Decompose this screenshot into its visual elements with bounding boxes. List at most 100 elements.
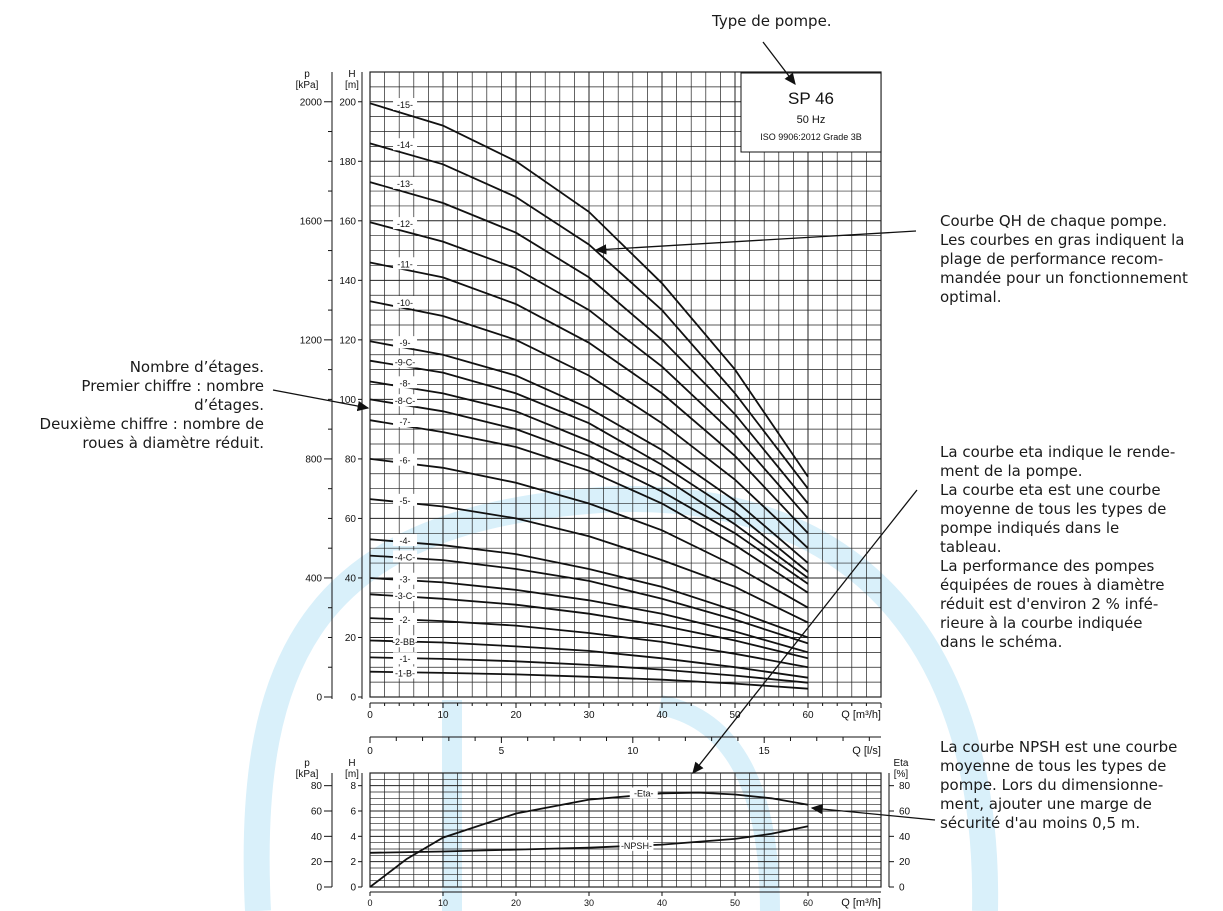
h-tick-label: 0 <box>350 883 356 894</box>
h-tick-label: 20 <box>345 633 357 644</box>
qh-curve-8-C <box>369 398 809 585</box>
q-tick-label: 60 <box>803 898 813 908</box>
curve-label-bg <box>393 635 418 648</box>
p-tick-label: 40 <box>311 832 323 843</box>
pump-type-arrow <box>762 41 796 86</box>
ls-tick-label: 5 <box>499 746 505 757</box>
curve-label-bg <box>393 612 418 625</box>
curve-label-bg <box>393 666 418 679</box>
p-tick-label: 1600 <box>300 216 323 227</box>
qh-curve-5 <box>369 498 809 624</box>
curve-label-9: -9- <box>400 338 411 348</box>
qh-curve-10 <box>369 300 809 549</box>
curve-label-12: -12- <box>397 219 413 229</box>
h-tick-label: 60 <box>345 514 357 525</box>
curve-label-bg <box>393 550 418 563</box>
qh-curve-1 <box>369 656 809 684</box>
curve-label-7: -7- <box>400 417 411 427</box>
pump-standard: ISO 9906:2012 Grade 3B <box>760 132 862 142</box>
curve-label-bg <box>393 336 418 349</box>
curve-label-bg <box>393 376 418 389</box>
npsh-curve-annotation: La courbe NPSH est une courbe moyenne de… <box>940 738 1178 832</box>
qh-curve-4 <box>369 538 809 639</box>
curve-label-8: -8- <box>400 378 411 388</box>
ls-tick-label: 0 <box>367 746 373 757</box>
ls-axis-title: Q [l/s] <box>852 745 881 757</box>
p-tick-label: 0 <box>316 693 322 704</box>
q-tick-label: 30 <box>583 710 595 721</box>
qh-curve-arrow <box>594 230 917 255</box>
p-tick-label: 80 <box>311 781 323 792</box>
pump-type-annotation: Type de pompe. <box>712 12 832 30</box>
q-tick-label: 50 <box>730 898 740 908</box>
qh-chart-grid <box>369 71 882 698</box>
curve-label-4-C: -4-C- <box>395 552 416 562</box>
curve-label-bg <box>393 493 418 506</box>
h-tick-label: 180 <box>339 157 356 168</box>
curve-label-6: -6- <box>400 456 411 466</box>
eta-tick-label: 40 <box>899 832 911 843</box>
q-axis-title: Q [m³/h] <box>841 897 881 909</box>
h-tick-label: 6 <box>350 807 356 818</box>
qh-curve-annotation: Courbe QH de chaque pompe. Les courbes e… <box>940 212 1188 306</box>
qh-curve-3 <box>369 577 809 654</box>
curve-label-2: -2- <box>400 615 411 625</box>
pump-model: SP 46 <box>788 89 834 108</box>
curve-label-4: -4- <box>400 536 411 546</box>
curve-label-bg <box>393 217 418 230</box>
ls-tick-label: 10 <box>627 746 639 757</box>
curve-label-11: -11- <box>397 259 412 269</box>
qh-curve-4-C <box>369 554 809 645</box>
qh-curve-7 <box>369 419 809 594</box>
npsh-curve-label: -NPSH- <box>621 841 652 851</box>
q-tick-label: 20 <box>510 710 522 721</box>
eta-npsh-grid <box>369 772 882 888</box>
h-tick-label: 120 <box>339 335 356 346</box>
p-tick-label: 20 <box>311 857 323 868</box>
eta-tick-label: 60 <box>899 807 911 818</box>
p-tick-label: 1200 <box>300 335 323 346</box>
eta-curve-arrow <box>692 489 918 775</box>
curve-label-2-BB: -2-BB- <box>392 637 418 647</box>
qh-curve-12 <box>369 221 809 519</box>
p-tick-label: 800 <box>305 454 322 465</box>
h-tick-label: 140 <box>339 276 356 287</box>
p-tick-label: 0 <box>316 883 322 894</box>
curve-label-15: -15- <box>397 100 413 110</box>
eta-curve-label: -Eta- <box>634 789 654 799</box>
eta-axis-title: Eta [%] <box>893 758 908 780</box>
eta-tick-label: 0 <box>899 883 905 894</box>
curve-label-3-C: -3-C- <box>395 591 416 601</box>
h-axis-title: H [m] <box>345 69 359 91</box>
curve-label-bg <box>393 534 418 547</box>
h-tick-label: 100 <box>339 395 356 406</box>
curve-label-bg <box>393 257 418 270</box>
npsh-curve-arrow <box>810 803 936 821</box>
q-tick-label: 40 <box>656 710 668 721</box>
plot-frame <box>369 71 882 698</box>
curve-label-1: -1- <box>400 654 411 664</box>
qh-chart-curves: -15- -14- -13- -12- -11- -10- -9- -9-C- -8- -8-C-… <box>369 98 809 690</box>
curve-label-8-C: -8-C- <box>395 396 416 406</box>
qh-curve-15 <box>369 102 809 478</box>
q-tick-label: 60 <box>802 710 814 721</box>
curve-label-1-B: -1-B- <box>395 668 415 678</box>
plot-frame <box>369 772 882 888</box>
qh-curve-3-C <box>369 593 809 660</box>
h-tick-label: 8 <box>350 781 356 792</box>
curve-label-3: -3- <box>400 575 411 585</box>
stages-arrow <box>272 389 370 412</box>
h-axis-title: H [m] <box>345 758 359 780</box>
curve-label-bg <box>619 839 654 851</box>
qh-curve-8 <box>369 380 809 579</box>
npsh-curve <box>369 825 809 854</box>
h-tick-label: 200 <box>339 97 356 108</box>
q-tick-label: 40 <box>657 898 667 908</box>
h-tick-label: 2 <box>350 857 356 868</box>
h-tick-label: 40 <box>345 573 357 584</box>
curve-label-bg <box>393 652 418 665</box>
ls-tick-label: 15 <box>759 746 771 757</box>
pump-frequency: 50 Hz <box>797 114 826 126</box>
